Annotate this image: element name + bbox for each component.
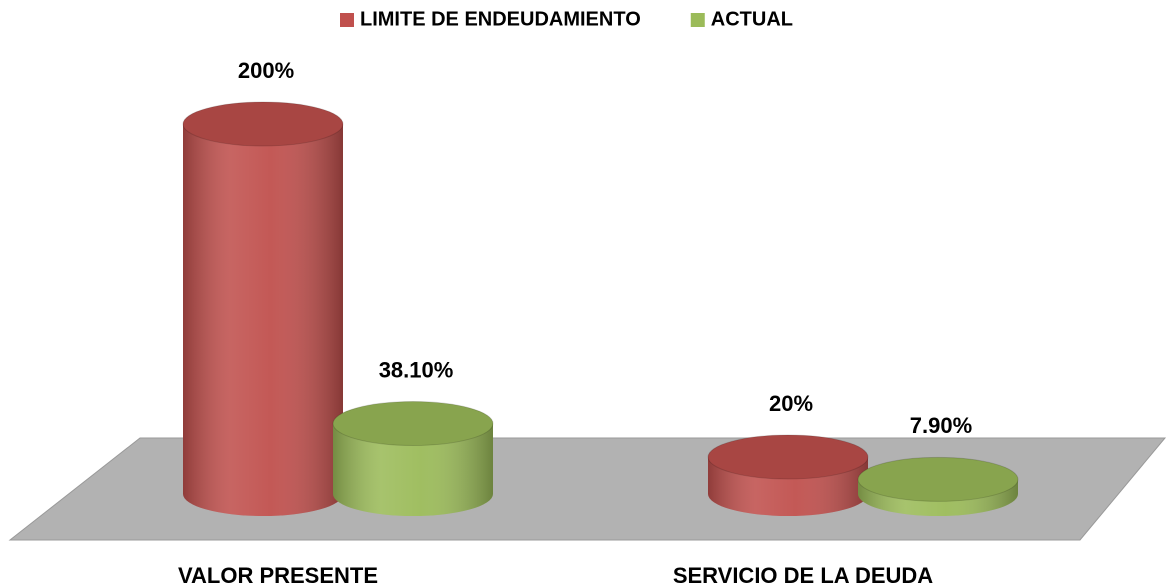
cylinder-top-shade	[333, 401, 493, 446]
cylinder-top	[182, 101, 344, 147]
cylinder-top	[332, 401, 494, 447]
cylinder-top-shade	[708, 435, 868, 479]
cylinder-top	[857, 456, 1019, 502]
legend: LIMITE DE ENDEUDAMIENTO ACTUAL	[340, 8, 793, 30]
cylinder-top	[707, 434, 869, 480]
data-label: 20%	[769, 391, 813, 416]
plot: 200% 38.10% 20% 7.90%	[182, 58, 1019, 516]
cylinder-top-shade	[183, 102, 343, 146]
data-label: 38.10%	[379, 357, 454, 382]
cylinder-shade	[183, 124, 343, 516]
legend-swatch	[690, 13, 705, 27]
legend-label: LIMITE DE ENDEUDAMIENTO	[360, 8, 641, 30]
cylinder-shade	[333, 423, 493, 516]
legend-label: ACTUAL	[711, 8, 793, 30]
data-label: 7.90%	[910, 413, 972, 438]
cylinder-top-shade	[858, 457, 1018, 502]
legend-swatch	[340, 13, 354, 27]
x-tick-label: SERVICIO DE LA DEUDA	[673, 563, 933, 587]
x-tick-label: VALOR PRESENTE	[178, 563, 378, 587]
data-label: 200%	[238, 58, 294, 83]
